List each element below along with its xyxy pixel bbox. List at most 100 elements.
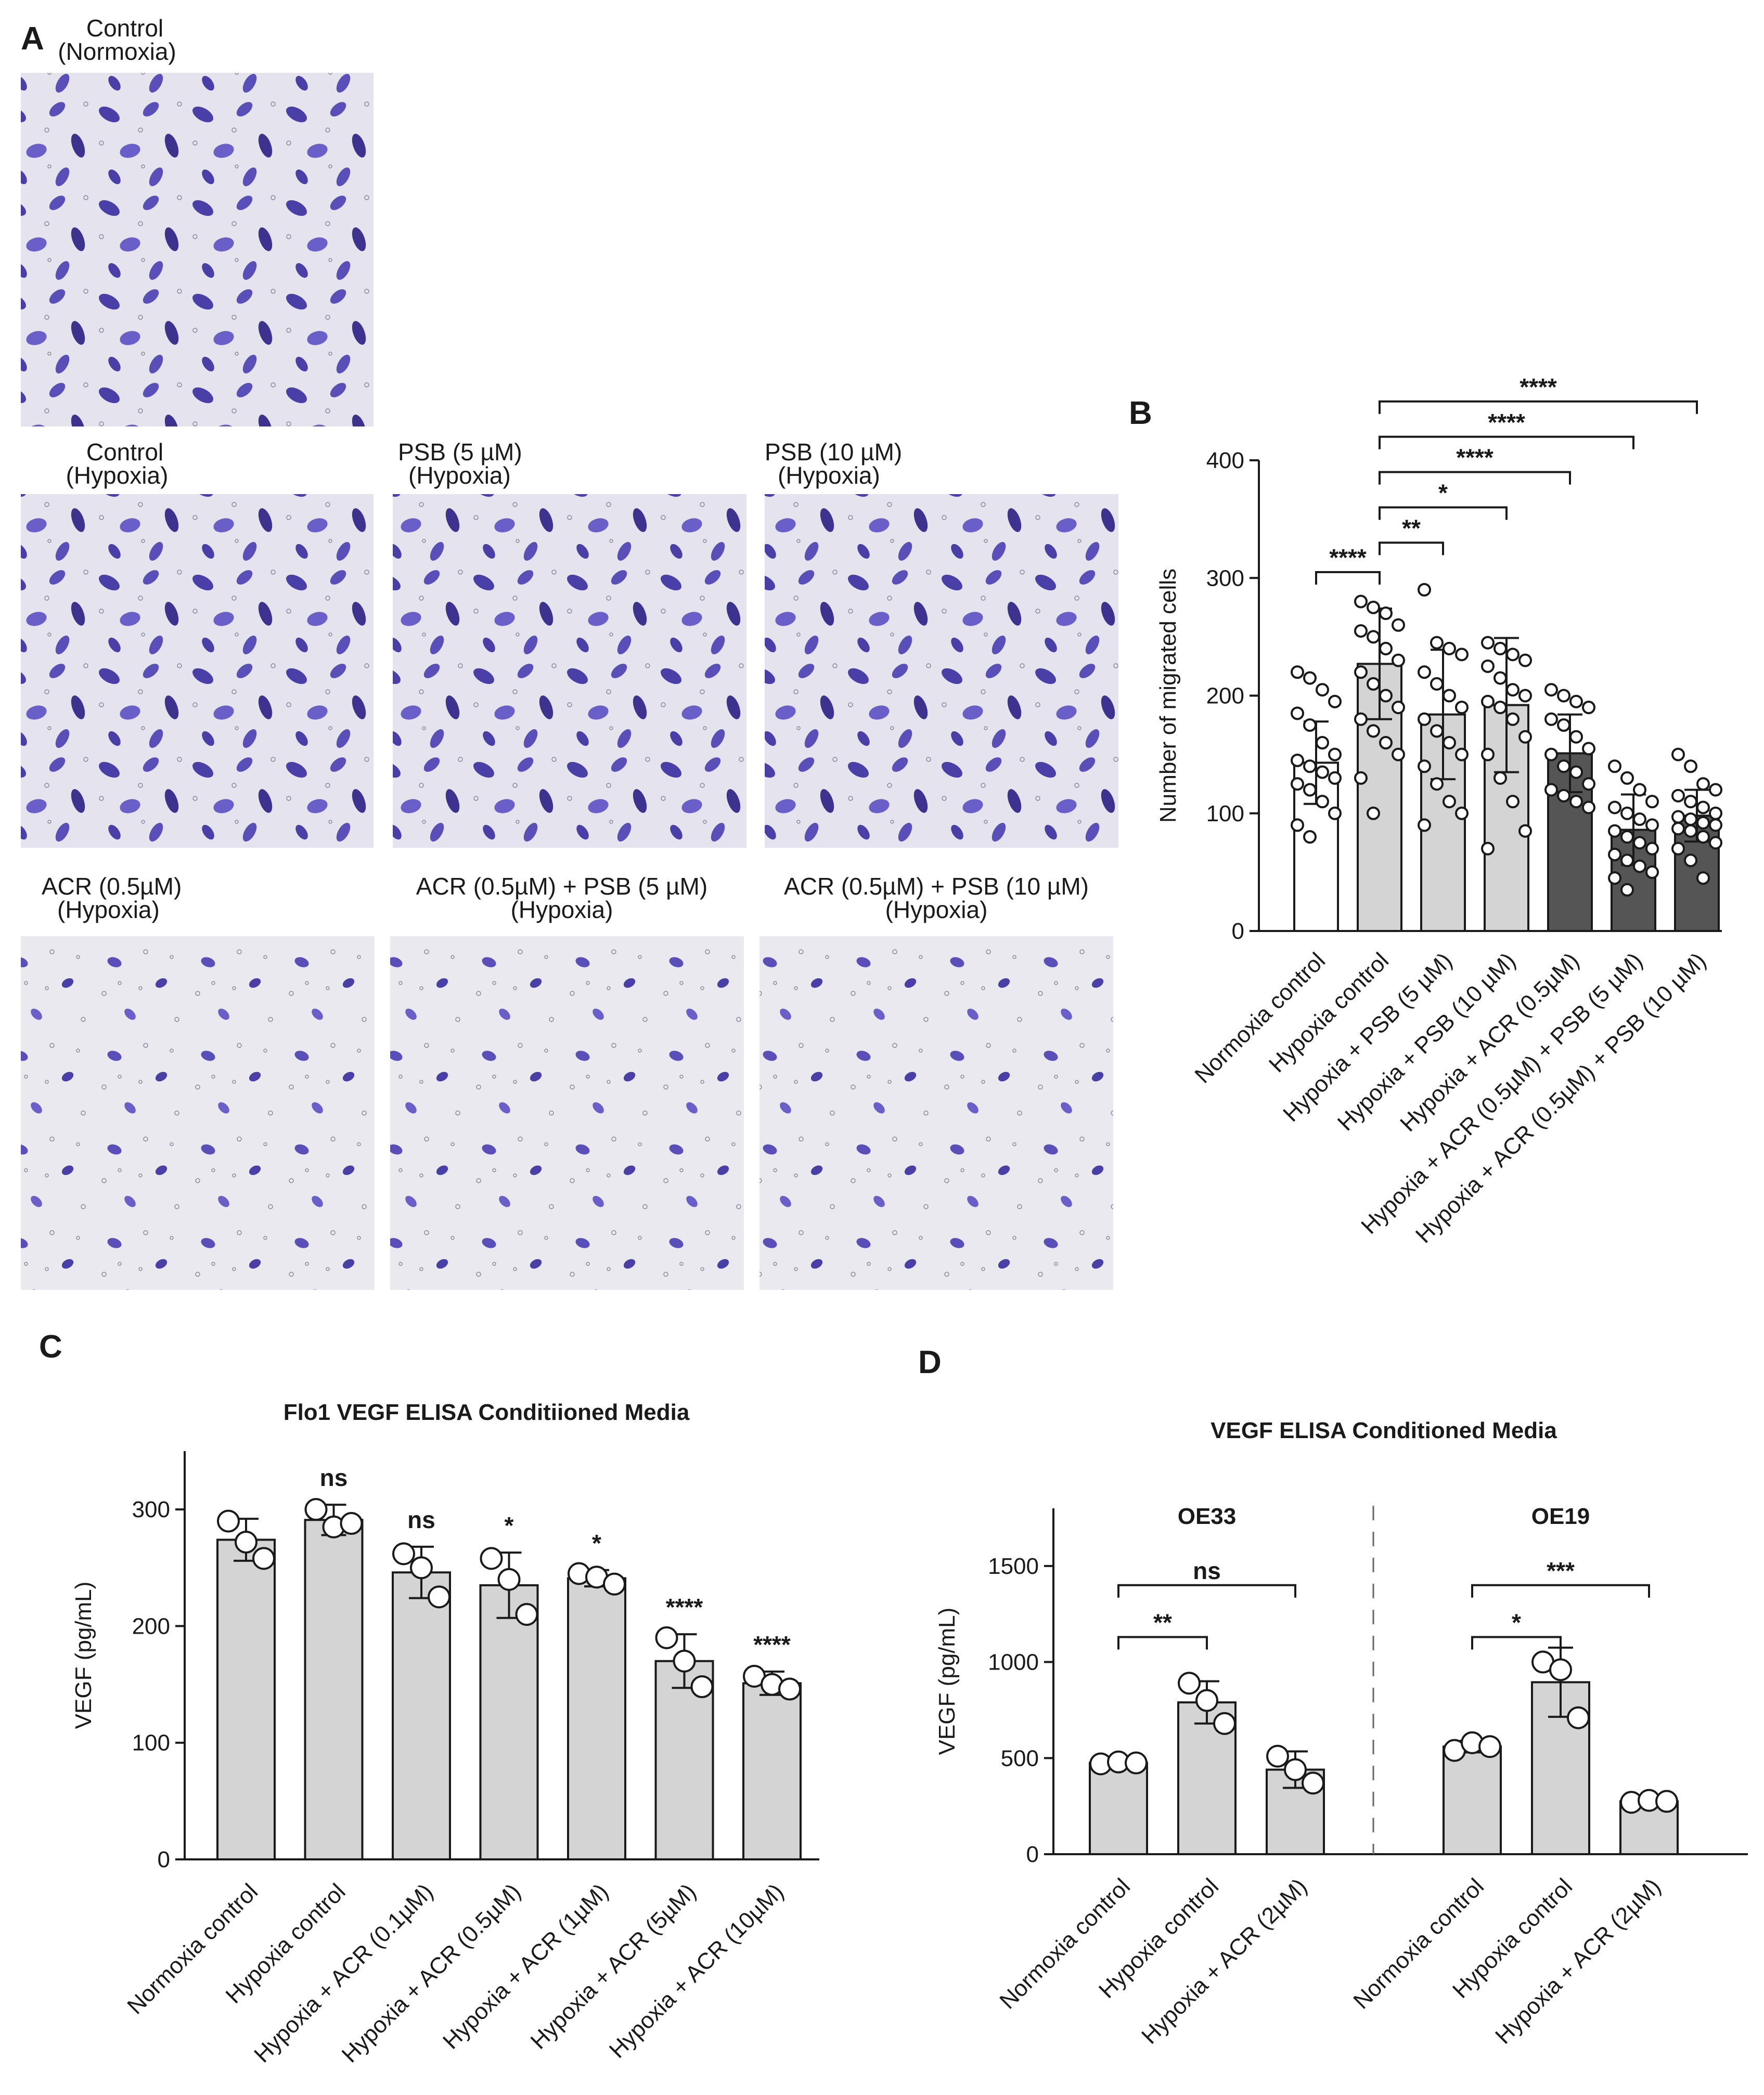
data-point — [410, 1556, 433, 1580]
y-tick-label: 500 — [1001, 1745, 1039, 1771]
significance-label: *** — [1547, 1557, 1575, 1584]
data-point — [1518, 689, 1532, 703]
data-point — [1671, 810, 1685, 824]
y-tick-label: 100 — [1206, 801, 1244, 826]
data-point — [1582, 742, 1595, 756]
data-point — [1418, 665, 1431, 679]
data-point — [1696, 830, 1710, 844]
data-point — [1684, 759, 1697, 773]
data-point — [1608, 871, 1621, 885]
micrograph-label-line1: Control — [86, 438, 163, 465]
data-point — [1418, 583, 1431, 597]
data-point — [1518, 653, 1532, 667]
data-point — [1392, 747, 1405, 761]
data-point — [1367, 677, 1380, 691]
data-point — [1633, 859, 1646, 873]
significance-bracket — [1471, 1636, 1562, 1650]
data-point — [1481, 694, 1495, 708]
significance-bracket — [1117, 1636, 1208, 1650]
data-point — [515, 1603, 538, 1626]
micrograph-label-line2: (Normoxia) — [58, 38, 176, 65]
data-point — [1125, 1751, 1148, 1775]
data-point — [1291, 665, 1304, 679]
group-title: OE19 — [1531, 1504, 1590, 1529]
data-point — [1620, 771, 1634, 785]
data-point — [1696, 871, 1710, 885]
data-point — [1684, 812, 1697, 826]
data-point — [497, 1568, 521, 1591]
data-point — [1493, 642, 1507, 655]
bar — [742, 1682, 802, 1861]
data-point — [392, 1542, 415, 1566]
data-point — [1518, 730, 1532, 744]
data-point — [1506, 683, 1520, 697]
data-point — [1354, 624, 1368, 638]
data-point — [1544, 683, 1558, 697]
significance-label: **** — [1488, 409, 1525, 436]
data-point — [1379, 736, 1393, 749]
significance-bracket — [1379, 471, 1571, 485]
significance-label: * — [1512, 1609, 1521, 1636]
data-point — [1645, 842, 1659, 856]
data-point — [1379, 689, 1393, 703]
data-point — [1544, 747, 1558, 761]
significance-bracket — [1471, 1584, 1650, 1598]
data-point — [1506, 648, 1520, 662]
data-point — [1620, 806, 1634, 820]
data-point — [1302, 1771, 1324, 1795]
data-point — [1569, 795, 1583, 809]
y-tick-label: 200 — [1206, 683, 1244, 709]
data-point — [1328, 747, 1342, 761]
data-point — [1367, 724, 1380, 738]
micrograph-label-line1: PSB (10 µM) — [765, 438, 902, 465]
data-point — [1354, 594, 1368, 609]
y-tick-label: 1000 — [988, 1650, 1039, 1675]
data-point — [1443, 736, 1456, 749]
data-point — [1544, 783, 1558, 797]
micrograph-acr-psb-10: ACR (0.5µM) + PSB (10 µM) (Hypoxia) — [759, 873, 1113, 1290]
micrograph-label-line1: ACR (0.5µM) + PSB (10 µM) — [784, 873, 1089, 900]
data-point — [1620, 883, 1634, 897]
x-category-label: Hypoxia + ACR (10µM) — [604, 1879, 789, 2063]
data-point — [1709, 806, 1722, 820]
data-point — [1316, 795, 1329, 809]
micrograph-label-line2: (Hypoxia) — [778, 462, 880, 489]
micrograph-image — [21, 73, 374, 426]
data-point — [1684, 824, 1697, 838]
significance-label: ns — [1193, 1557, 1221, 1584]
data-point — [1195, 1689, 1218, 1712]
data-point — [1392, 653, 1405, 667]
micrograph-image — [390, 936, 744, 1290]
y-tick-label: 0 — [158, 1847, 170, 1872]
y-tick-label: 200 — [132, 1613, 170, 1639]
bar — [1089, 1762, 1148, 1856]
significance-label: **** — [1520, 373, 1557, 400]
data-point — [1430, 724, 1444, 738]
chart-title: Flo1 VEGF ELISA Conditiioned Media — [284, 1400, 690, 1425]
significance-label: **** — [1456, 444, 1493, 471]
bar — [1443, 1745, 1502, 1855]
data-point — [1655, 1790, 1678, 1813]
significance-bracket — [1379, 400, 1698, 414]
significance-label: ** — [1153, 1609, 1172, 1636]
bar — [216, 1538, 276, 1860]
data-point — [1328, 806, 1342, 820]
data-point — [1443, 689, 1456, 703]
data-point — [1493, 701, 1507, 715]
data-point — [1392, 618, 1405, 632]
micrograph-image — [21, 936, 375, 1290]
data-point — [1684, 853, 1697, 868]
data-point — [1213, 1712, 1236, 1735]
data-point — [1481, 659, 1495, 673]
data-point — [1493, 771, 1507, 785]
y-tick-label: 0 — [1026, 1842, 1039, 1867]
significance-label: ** — [1402, 514, 1421, 541]
y-tick-label: 300 — [1206, 565, 1244, 591]
data-point — [1633, 812, 1646, 826]
data-point — [1291, 818, 1304, 832]
data-point — [235, 1530, 257, 1554]
data-point — [1696, 777, 1710, 791]
y-tick-label: 0 — [1232, 919, 1244, 944]
data-point — [1455, 648, 1469, 662]
